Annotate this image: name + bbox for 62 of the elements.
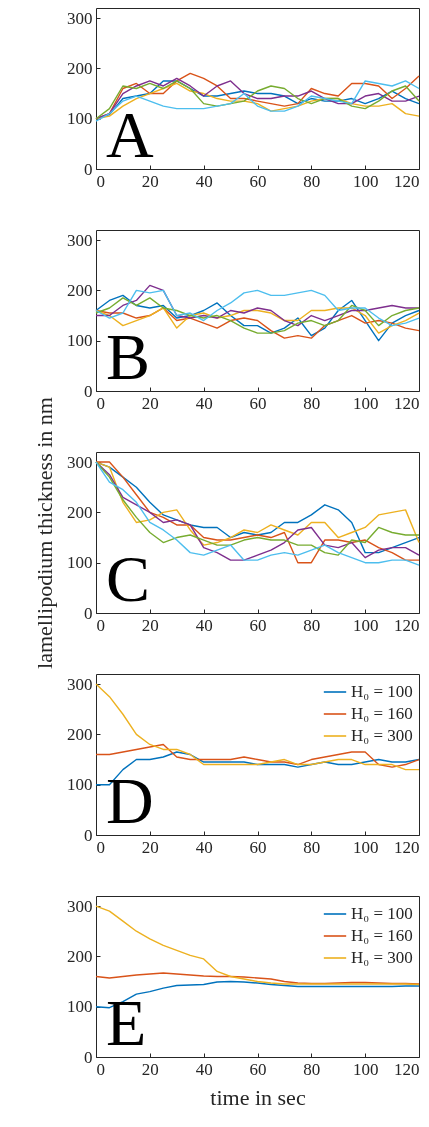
legend-label: H₀ = 160 [351,926,413,945]
line-series [95,905,420,986]
x-tick-label: 20 [141,1059,159,1079]
x-tick-label: 60 [249,837,267,857]
x-tick-label: 80 [303,1059,321,1079]
x-tick-label: 40 [195,1059,213,1079]
x-tick-label: 20 [141,615,159,635]
annotation: D [106,764,154,837]
x-tick-label: 40 [195,615,213,635]
y-tick-label: 100 [67,775,93,795]
y-tick-label: 300 [67,230,93,250]
y-tick-label: 300 [67,8,93,28]
x-tick-label: 40 [195,837,213,857]
line-series [95,743,420,768]
x-tick-label: 120 [394,171,420,191]
x-tick-label: 100 [352,171,379,191]
annotation: E [106,986,147,1059]
x-tick-label: 80 [303,393,321,413]
x-tick-label: 80 [303,171,321,191]
y-tick-label: 100 [67,331,93,351]
line-series [95,683,420,771]
legend-label: H₀ = 100 [351,682,413,701]
x-tick-label: 100 [352,393,379,413]
x-tick-label: 20 [141,171,159,191]
y-tick-label: 200 [67,946,93,966]
annotation: C [106,542,151,615]
x-tick-label: 40 [195,171,213,191]
y-tick-label: 200 [67,280,93,300]
y-tick-label: 300 [67,896,93,916]
x-tick-label: 120 [394,393,420,413]
x-tick-label: 80 [303,837,321,857]
legend-label: H₀ = 300 [351,726,413,745]
x-tick-label: 20 [141,837,159,857]
legend-label: H₀ = 300 [351,948,413,967]
x-tick-label: 60 [249,171,267,191]
y-tick-label: 200 [67,724,93,744]
y-tick-label: 200 [67,502,93,522]
x-tick-label: 60 [249,615,267,635]
x-tick-label: 40 [195,393,213,413]
y-tick-label: 300 [67,452,93,472]
y-tick-label: 100 [67,997,93,1017]
x-tick-label: 60 [249,1059,267,1079]
annotation: A [106,98,154,171]
y-tick-label: 100 [67,553,93,573]
x-tick-label: 100 [352,1059,379,1079]
x-tick-label: 20 [141,393,159,413]
y-tick-label: 200 [67,58,93,78]
x-tick-label: 120 [394,837,420,857]
y-tick-label: 300 [67,674,93,694]
legend-label: H₀ = 160 [351,704,413,723]
y-axis-title: lamellipodium thickness in nm [32,397,57,669]
line-series [95,297,420,334]
annotation: B [106,320,151,393]
y-tick-label: 100 [67,109,93,129]
legend-label: H₀ = 100 [351,904,413,923]
x-tick-label: 100 [352,615,379,635]
x-tick-label: 80 [303,615,321,635]
x-tick-label: 120 [394,615,420,635]
x-tick-label: 60 [249,393,267,413]
x-tick-label: 100 [352,837,379,857]
x-tick-label: 120 [394,1059,420,1079]
x-axis-title: time in sec [210,1084,306,1110]
